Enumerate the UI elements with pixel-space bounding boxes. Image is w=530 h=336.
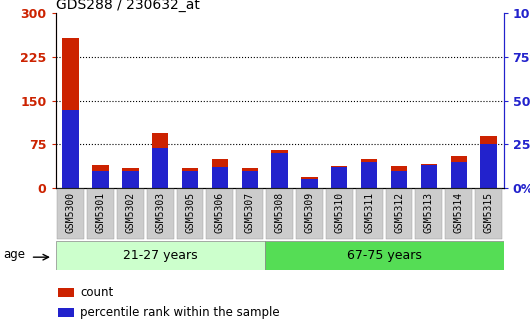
Text: GSM5310: GSM5310 xyxy=(334,192,344,234)
Bar xyxy=(331,166,348,188)
FancyBboxPatch shape xyxy=(206,189,233,239)
Bar xyxy=(122,168,138,188)
Text: GSM5314: GSM5314 xyxy=(454,192,464,234)
Text: GSM5302: GSM5302 xyxy=(125,192,135,234)
Text: 67-75 years: 67-75 years xyxy=(347,249,421,262)
FancyBboxPatch shape xyxy=(296,189,323,239)
FancyBboxPatch shape xyxy=(87,189,114,239)
FancyBboxPatch shape xyxy=(176,189,204,239)
Text: GSM5312: GSM5312 xyxy=(394,192,404,234)
Bar xyxy=(58,288,74,297)
Text: GSM5301: GSM5301 xyxy=(95,192,105,234)
Bar xyxy=(361,162,377,188)
Bar xyxy=(421,165,437,188)
Bar xyxy=(480,136,497,188)
Bar xyxy=(264,241,504,270)
Bar xyxy=(480,144,497,188)
Bar xyxy=(182,171,198,188)
Text: GSM5305: GSM5305 xyxy=(185,192,195,234)
Text: count: count xyxy=(80,286,113,299)
Bar xyxy=(63,110,79,188)
Text: GDS288 / 230632_at: GDS288 / 230632_at xyxy=(56,0,199,12)
FancyBboxPatch shape xyxy=(416,189,443,239)
FancyBboxPatch shape xyxy=(236,189,263,239)
Bar xyxy=(331,167,348,188)
Bar xyxy=(56,241,264,270)
Bar xyxy=(242,168,258,188)
Bar xyxy=(58,308,74,317)
Text: GSM5308: GSM5308 xyxy=(275,192,285,234)
FancyBboxPatch shape xyxy=(117,189,144,239)
Text: GSM5311: GSM5311 xyxy=(364,192,374,234)
Text: percentile rank within the sample: percentile rank within the sample xyxy=(80,306,280,319)
FancyBboxPatch shape xyxy=(266,189,293,239)
FancyBboxPatch shape xyxy=(356,189,383,239)
Bar xyxy=(361,159,377,188)
Bar xyxy=(421,164,437,188)
Bar xyxy=(391,166,407,188)
Text: GSM5307: GSM5307 xyxy=(245,192,255,234)
Text: GSM5300: GSM5300 xyxy=(66,192,76,234)
Bar xyxy=(391,171,407,188)
Text: GSM5315: GSM5315 xyxy=(483,192,493,234)
FancyBboxPatch shape xyxy=(475,189,502,239)
Text: GSM5303: GSM5303 xyxy=(155,192,165,234)
Text: GSM5306: GSM5306 xyxy=(215,192,225,234)
Bar xyxy=(271,153,288,188)
Bar xyxy=(63,38,79,188)
Bar xyxy=(182,168,198,188)
FancyBboxPatch shape xyxy=(326,189,353,239)
Bar xyxy=(152,148,169,188)
Text: GSM5309: GSM5309 xyxy=(304,192,314,234)
Bar xyxy=(92,171,109,188)
FancyBboxPatch shape xyxy=(445,189,472,239)
Bar xyxy=(211,159,228,188)
Bar xyxy=(211,167,228,188)
Text: 21-27 years: 21-27 years xyxy=(123,249,198,262)
Bar xyxy=(450,156,467,188)
Text: age: age xyxy=(3,248,25,261)
Bar xyxy=(301,176,317,188)
FancyBboxPatch shape xyxy=(385,189,412,239)
Bar xyxy=(242,171,258,188)
Bar xyxy=(450,162,467,188)
Bar xyxy=(271,150,288,188)
FancyBboxPatch shape xyxy=(57,189,84,239)
Bar xyxy=(92,165,109,188)
FancyBboxPatch shape xyxy=(147,189,174,239)
Bar xyxy=(301,179,317,188)
Text: GSM5313: GSM5313 xyxy=(424,192,434,234)
Bar xyxy=(152,133,169,188)
Bar xyxy=(122,171,138,188)
